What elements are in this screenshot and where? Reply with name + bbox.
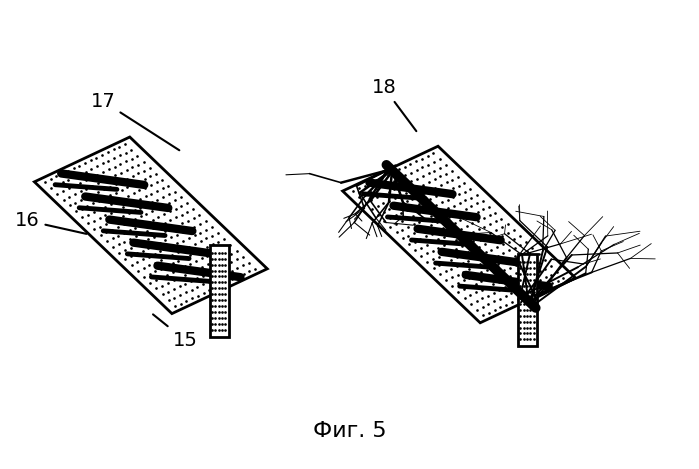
Polygon shape — [210, 245, 229, 337]
Text: 17: 17 — [90, 92, 180, 150]
Text: 15: 15 — [153, 314, 198, 350]
Polygon shape — [518, 254, 538, 346]
Text: 18: 18 — [371, 78, 417, 131]
Text: Фиг. 5: Фиг. 5 — [312, 421, 387, 441]
Text: 16: 16 — [15, 211, 87, 234]
Polygon shape — [34, 137, 267, 314]
Polygon shape — [343, 146, 575, 323]
